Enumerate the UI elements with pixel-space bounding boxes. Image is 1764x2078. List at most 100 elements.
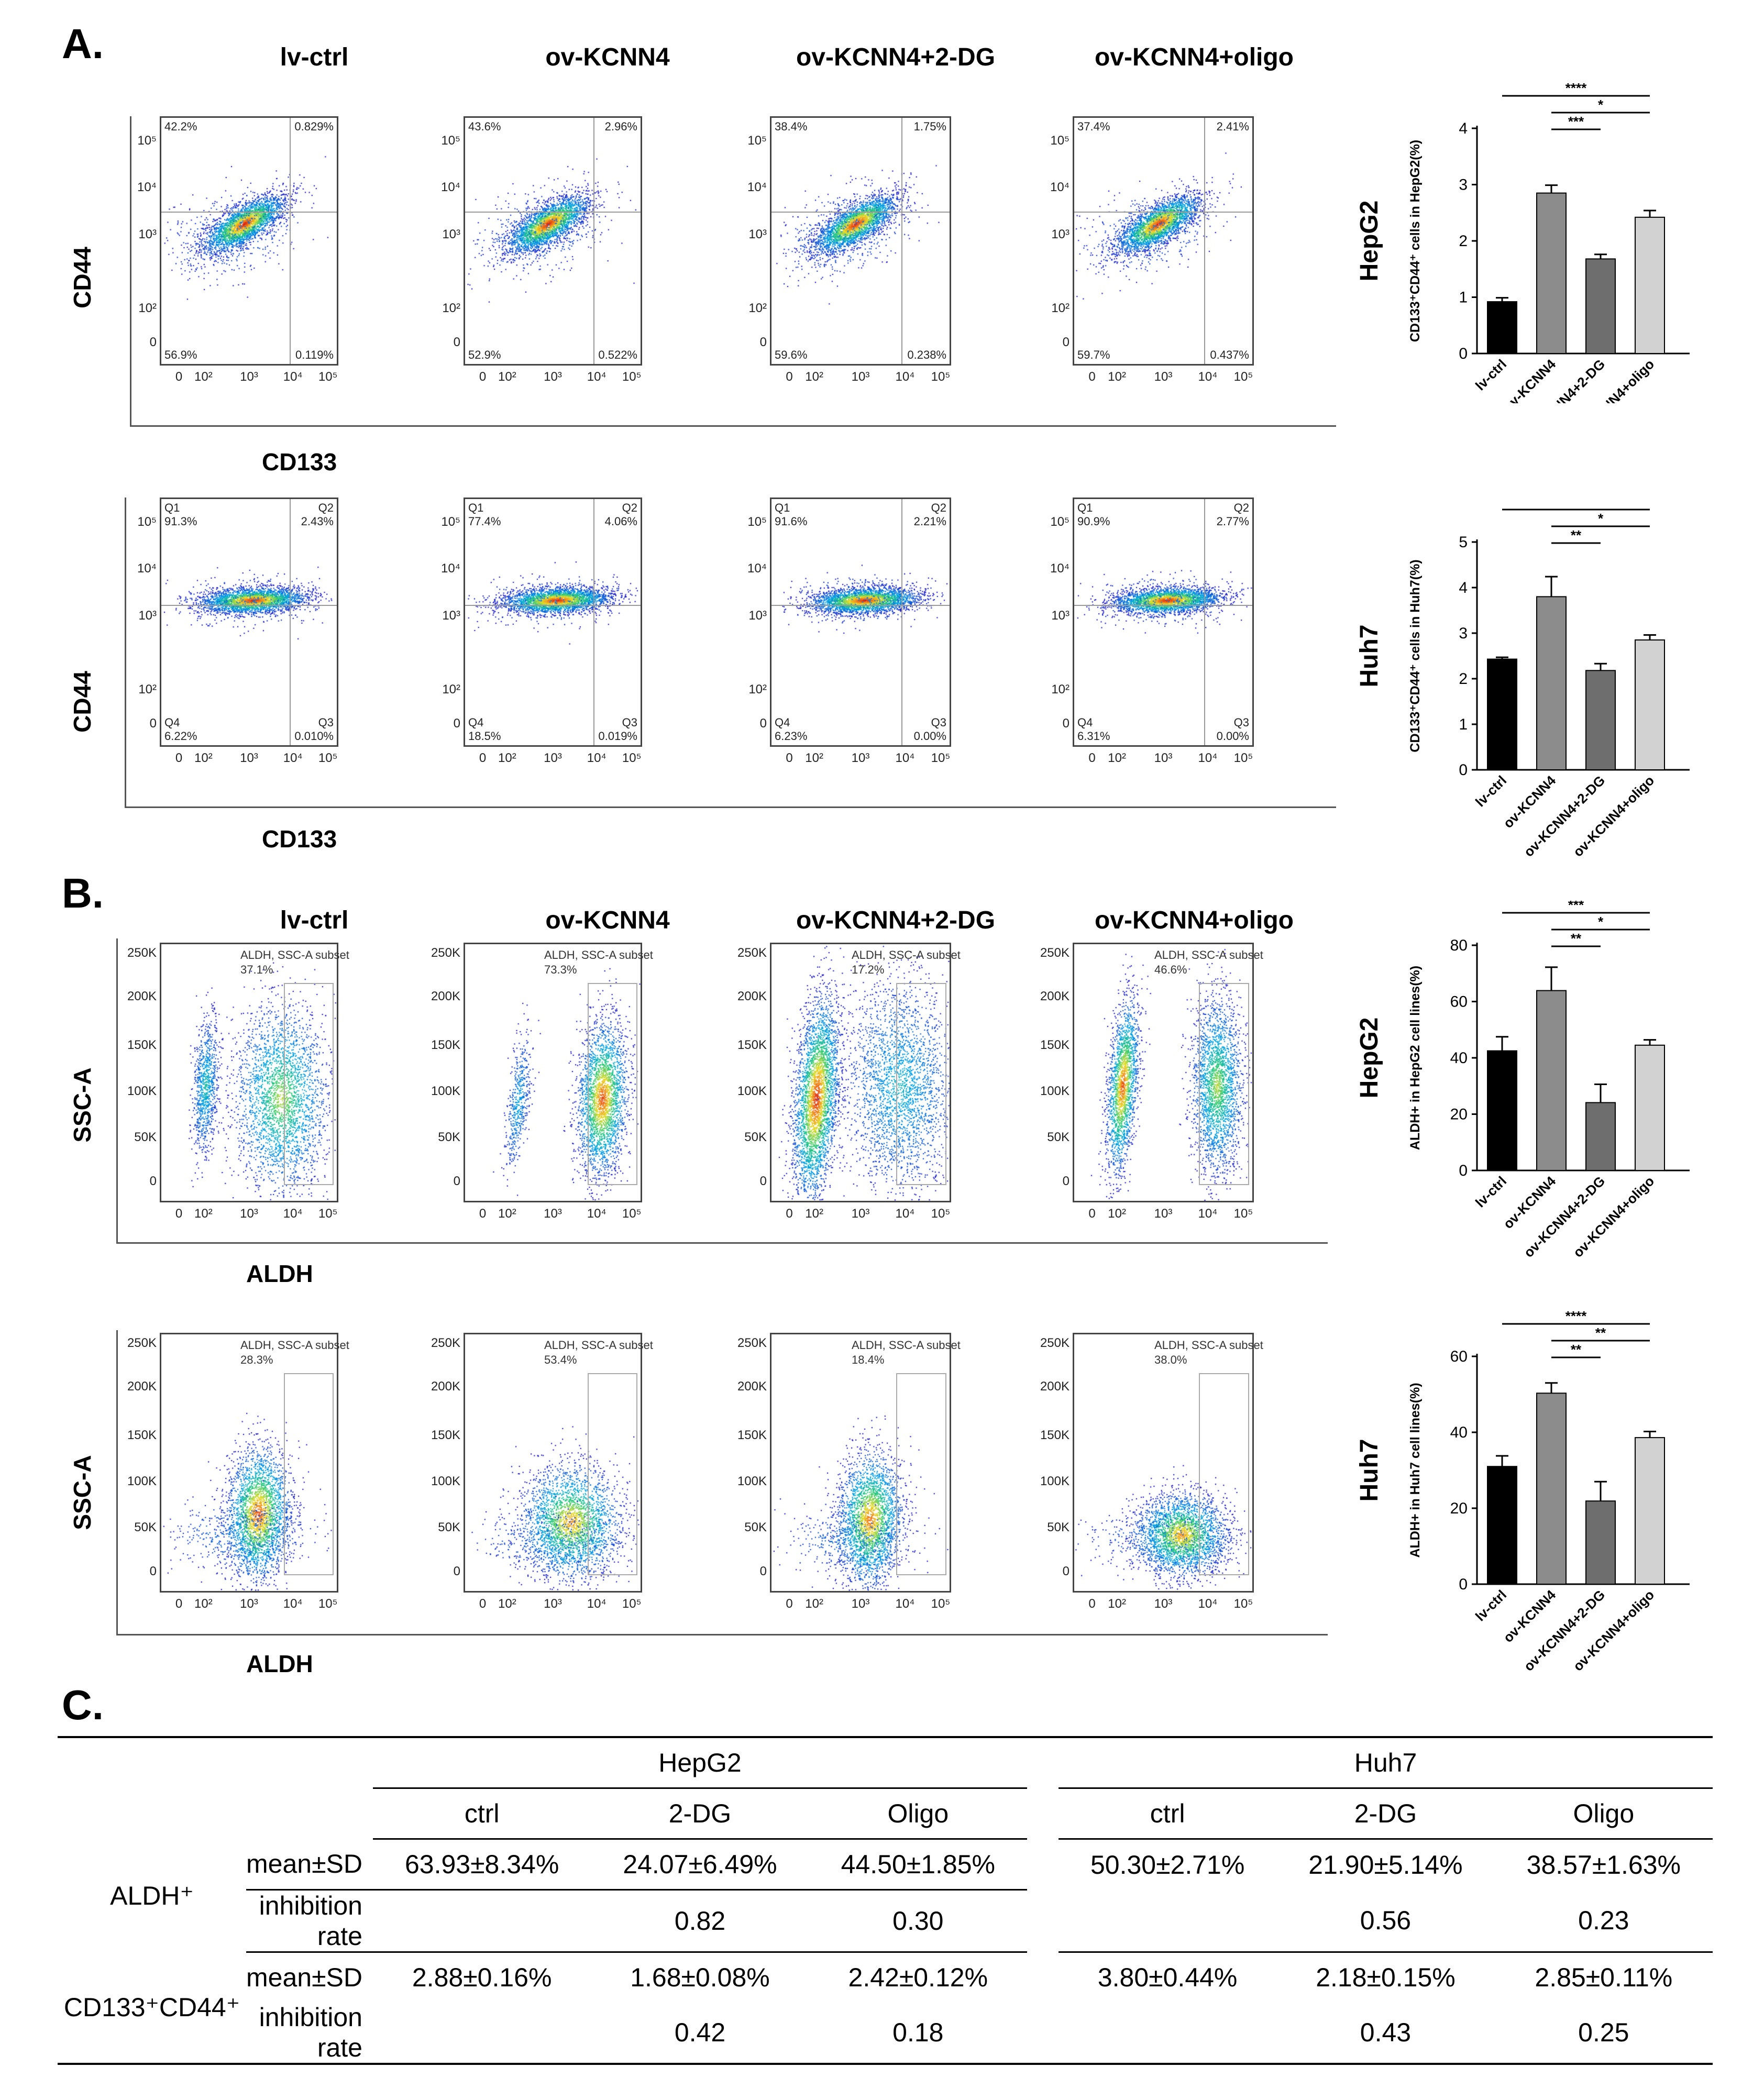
x-tick-label: 0 bbox=[175, 1597, 183, 1611]
category-label: lv-ctrl bbox=[1472, 356, 1509, 393]
cell: 0.82 bbox=[591, 1889, 809, 1953]
significance-label: ** bbox=[1595, 1325, 1606, 1341]
y-tick-label: 10² bbox=[442, 682, 460, 697]
y-tick-label: 200K bbox=[431, 989, 460, 1003]
x-tick-label: 10⁵ bbox=[318, 1597, 338, 1611]
y-tick-label: 150K bbox=[431, 1428, 460, 1442]
gate-name: ALDH, SSC-A subset bbox=[1154, 1339, 1263, 1352]
quadrant-lower-right: Q3 0.010% bbox=[294, 716, 334, 743]
y-tick-label: 40 bbox=[1450, 1049, 1468, 1067]
results-table: HepG2 Huh7 ctrl 2-DG Oligo ctrl 2-DG Oli… bbox=[58, 1736, 1713, 2065]
y-tick-label: 10³ bbox=[1051, 227, 1070, 241]
y-tick-label: 250K bbox=[737, 1335, 767, 1350]
gate-name: ALDH, SSC-A subset bbox=[852, 1339, 961, 1352]
flow-plot: ALDH, SSC-A subset 18.4% bbox=[770, 1333, 961, 1593]
aldh-gate bbox=[1199, 1373, 1249, 1575]
y-tick-label: 10² bbox=[1051, 301, 1070, 315]
significance-label: *** bbox=[1568, 503, 1584, 510]
event-dots bbox=[1074, 499, 1252, 745]
group-title-1: lv-ctrl bbox=[280, 43, 349, 71]
y-axis-label: CD133⁺CD44⁺ cells in HepG2(%) bbox=[1408, 140, 1423, 342]
aldh-gate bbox=[284, 1373, 334, 1575]
group-title-b-3: ov-KCNN4+2-DG bbox=[796, 907, 996, 934]
table-row: inhibition rate 0.42 0.18 0.43 0.25 bbox=[58, 2002, 1713, 2064]
significance-label: ** bbox=[1571, 931, 1582, 946]
y-tick-label: 10³ bbox=[442, 227, 460, 241]
panel-label-c: C. bbox=[62, 1682, 104, 1728]
y-tick-label: 40 bbox=[1450, 1424, 1468, 1441]
y-tick-label: 100K bbox=[737, 1084, 767, 1099]
chart-title: Huh7 bbox=[1355, 625, 1383, 688]
y-tick-label: 10³ bbox=[442, 608, 460, 623]
gate-line-horizontal bbox=[465, 605, 641, 606]
quadrant-lower-left: Q4 6.31% bbox=[1077, 716, 1110, 743]
x-tick-label: 0 bbox=[479, 751, 487, 765]
y-tick-label: 0 bbox=[149, 716, 157, 731]
panel-b-row2-ylabel: SSC-A bbox=[69, 1455, 96, 1530]
cell: 2.18±0.15% bbox=[1316, 1963, 1456, 1992]
y-tick-label: 50K bbox=[1047, 1520, 1070, 1535]
x-tick-label: 10³ bbox=[240, 751, 258, 765]
x-tick-label: 10³ bbox=[1154, 370, 1173, 384]
gate-line-vertical bbox=[901, 118, 902, 364]
y-tick-label: 10³ bbox=[748, 227, 767, 241]
event-dots bbox=[771, 944, 950, 1201]
quadrant-lower-right: Q3 0.00% bbox=[913, 716, 946, 743]
row-label: inhibition rate bbox=[259, 2003, 362, 2062]
x-tick-label: 10⁴ bbox=[1198, 1597, 1218, 1611]
panel-a-row1-ylabel: CD44 bbox=[69, 247, 96, 308]
y-tick-label: 100K bbox=[431, 1474, 460, 1489]
y-tick-label: 0 bbox=[759, 1564, 767, 1578]
gate-line-horizontal bbox=[771, 212, 950, 213]
flow-plot: Q1 91.3% Q2 2.43% Q4 6.22% Q3 0.010% bbox=[160, 498, 338, 747]
x-tick-label: 10² bbox=[498, 1597, 516, 1611]
aldh-gate bbox=[896, 983, 946, 1185]
bar bbox=[1585, 1500, 1616, 1585]
quadrant-lower-left: Q4 18.5% bbox=[468, 716, 501, 743]
gate-percent: 73.3% bbox=[544, 963, 577, 976]
x-tick-label: 10⁵ bbox=[318, 751, 338, 765]
significance-label: *** bbox=[1568, 901, 1584, 913]
row-label: inhibition rate bbox=[246, 1889, 373, 1953]
cell: 0.18 bbox=[892, 2018, 944, 2047]
category-label: ov-KCNN4 bbox=[1500, 356, 1559, 403]
y-tick-label: 4 bbox=[1459, 120, 1468, 137]
x-tick-label: 10² bbox=[805, 751, 823, 765]
gate-line-vertical bbox=[290, 499, 291, 745]
th-huh7-2dg: 2-DG bbox=[1276, 1788, 1495, 1840]
x-tick-label: 10³ bbox=[240, 370, 258, 384]
y-tick-label: 250K bbox=[431, 1335, 460, 1350]
y-tick-label: 0 bbox=[1062, 1564, 1070, 1578]
cell bbox=[373, 2002, 591, 2064]
y-tick-label: 100K bbox=[127, 1084, 157, 1099]
event-dots bbox=[465, 1334, 641, 1591]
x-tick-label: 10³ bbox=[851, 370, 870, 384]
bar bbox=[1536, 990, 1567, 1171]
x-tick-label: 10³ bbox=[851, 751, 870, 765]
panel-b-row1-xlabel: ALDH bbox=[246, 1260, 313, 1287]
cell: 44.50±1.85% bbox=[809, 1839, 1027, 1891]
aldh-gate bbox=[896, 1373, 946, 1575]
group-title-3: ov-KCNN4+2-DG bbox=[796, 43, 996, 71]
gate-line-horizontal bbox=[1074, 605, 1252, 606]
x-tick-label: 10⁴ bbox=[283, 751, 303, 765]
group-title-b-1: lv-ctrl bbox=[280, 907, 349, 934]
flow-plot: 43.6% 2.96% 52.9% 0.522% bbox=[464, 116, 642, 366]
table-row: CD133⁺CD44⁺ mean±SD 2.88±0.16% 1.68±0.08… bbox=[58, 1952, 1713, 2022]
x-tick-label: 10² bbox=[498, 751, 516, 765]
x-tick-label: 10⁵ bbox=[1233, 751, 1253, 765]
flow-plot: Q1 91.6% Q2 2.21% Q4 6.23% Q3 0.00% bbox=[770, 498, 951, 747]
table-header-huh7: Huh7 bbox=[1058, 1737, 1713, 1789]
event-dots bbox=[771, 1334, 950, 1591]
y-tick-label: 10³ bbox=[1051, 608, 1070, 623]
y-tick-label: 150K bbox=[1040, 1038, 1070, 1052]
x-tick-label: 10⁴ bbox=[283, 1207, 303, 1221]
gate-percent: 38.0% bbox=[1154, 1353, 1187, 1366]
x-tick-label: 10⁴ bbox=[587, 370, 607, 384]
category-label: ov-KCNN4+oligo bbox=[1570, 772, 1657, 860]
x-tick-label: 10⁵ bbox=[622, 1597, 642, 1611]
y-tick-label: 5 bbox=[1459, 534, 1468, 551]
x-tick-label: 10⁵ bbox=[931, 1597, 951, 1611]
cell: 0.42 bbox=[674, 2018, 726, 2047]
panel-b-row1-ylabel: SSC-A bbox=[69, 1067, 96, 1143]
